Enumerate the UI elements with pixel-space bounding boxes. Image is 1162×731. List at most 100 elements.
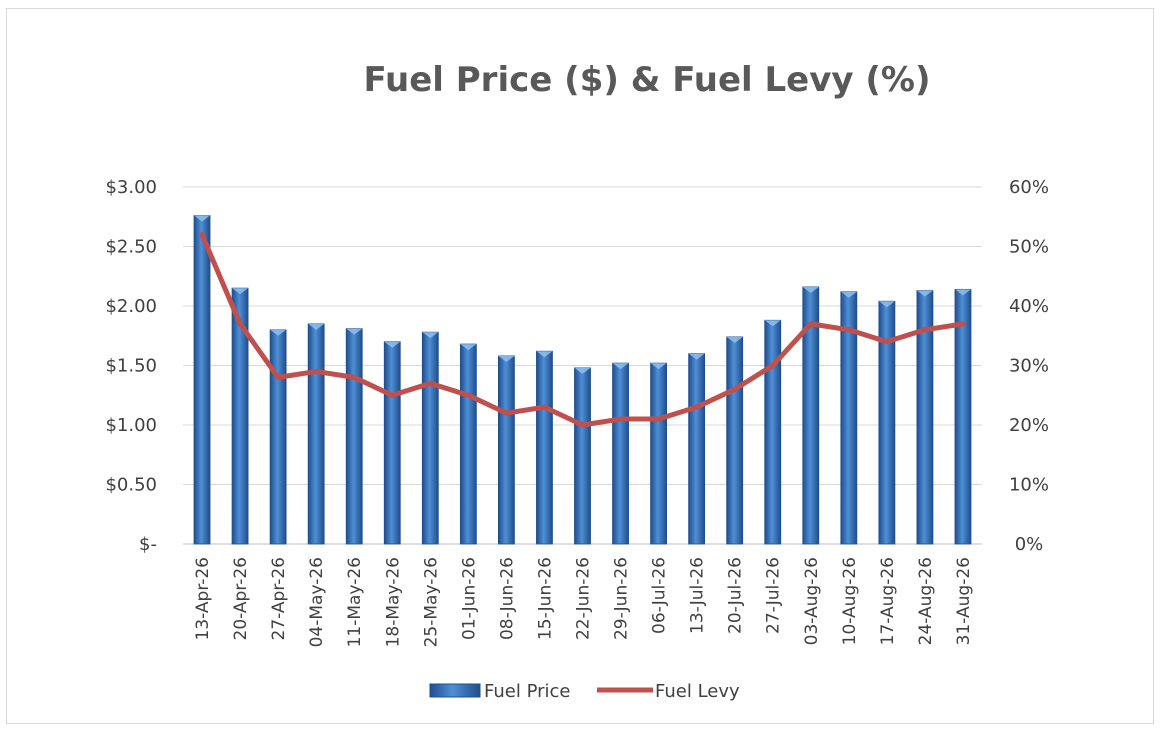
price-bar-body <box>764 319 782 545</box>
price-bar-bevel <box>764 320 781 327</box>
category-label: 29-Jun-26 <box>612 557 632 640</box>
levy-point <box>199 232 205 238</box>
right-tick-label: 40% <box>1009 296 1049 317</box>
price-bar <box>574 367 591 545</box>
right-tick-label: 20% <box>1009 415 1049 436</box>
category-label: 27-Apr-26 <box>269 557 289 640</box>
levy-line <box>199 232 966 428</box>
levy-point <box>503 410 509 416</box>
right-tick-label: 50% <box>1009 237 1049 258</box>
category-label: 10-Aug-26 <box>840 557 860 645</box>
price-bar-bevel <box>384 341 401 348</box>
price-bar-bevel <box>840 291 857 298</box>
levy-point <box>580 422 585 428</box>
price-bar-bevel <box>460 344 477 351</box>
price-bar <box>459 343 477 545</box>
price-bar <box>650 362 667 545</box>
levy-point <box>618 416 624 422</box>
levy-point <box>541 404 547 410</box>
levy-point <box>237 321 243 327</box>
price-bar <box>802 286 820 545</box>
price-bar-body <box>536 350 553 545</box>
price-bar <box>498 355 515 545</box>
category-label: 27-Jul-26 <box>764 557 784 634</box>
left-tick-label: $2.50 <box>105 237 157 258</box>
levy-point <box>922 327 928 333</box>
right-tick-label: 60% <box>1009 177 1049 198</box>
category-axis: 13-Apr-26 20-Apr-26 27-Apr-26 04-May-26 11-M… <box>193 557 974 647</box>
price-bar <box>307 323 325 545</box>
price-bar-body <box>954 288 972 545</box>
left-tick-label: $0.50 <box>105 475 157 496</box>
price-bar <box>954 288 972 545</box>
category-label: 20-Jul-26 <box>726 557 746 634</box>
price-bar-body <box>612 362 629 545</box>
levy-point <box>275 374 281 380</box>
price-bar-bevel <box>498 355 515 362</box>
levy-point <box>313 368 319 374</box>
price-bar <box>345 328 363 545</box>
levy-point <box>694 404 700 410</box>
price-bar-bevel <box>688 353 705 360</box>
price-bar-body <box>726 336 744 545</box>
left-tick-label: $1.50 <box>105 356 157 377</box>
price-bar <box>231 287 249 545</box>
price-bar-body <box>383 341 401 545</box>
category-label: 13-Apr-26 <box>193 557 213 640</box>
category-label: 24-Aug-26 <box>916 557 936 645</box>
right-axis: 0% 10% 20% 30% 40% 50% 60% <box>1009 177 1049 555</box>
levy-point <box>846 327 852 333</box>
levy-point <box>465 392 471 398</box>
left-tick-label: $3.00 <box>105 177 157 198</box>
price-bar-bevel <box>232 288 249 295</box>
chart-svg: Fuel Price ($) & Fuel Levy (%) $- $0.50 $1… <box>105 60 1049 702</box>
price-bar-bevel <box>650 363 667 370</box>
price-bar-bevel <box>194 215 211 222</box>
price-bar <box>840 291 858 545</box>
price-bars <box>193 215 972 545</box>
legend-fuel-levy-label: Fuel Levy <box>655 681 740 702</box>
price-bar-bevel <box>422 332 439 339</box>
category-label: 01-Jun-26 <box>459 557 479 640</box>
levy-point <box>656 416 662 422</box>
price-bar-bevel <box>536 351 553 358</box>
price-bar-body <box>574 367 591 545</box>
left-tick-label: $1.00 <box>105 415 157 436</box>
levy-point <box>351 374 357 380</box>
legend-fuel-price-label: Fuel Price <box>484 681 570 702</box>
category-label: 17-Aug-26 <box>878 557 898 645</box>
price-bar-bevel <box>270 329 287 336</box>
right-tick-label: 10% <box>1009 475 1049 496</box>
levy-point <box>732 386 738 392</box>
price-bar-body <box>459 343 477 545</box>
price-bar-body <box>269 329 287 545</box>
category-label: 15-Jun-26 <box>535 557 555 640</box>
price-bar <box>916 290 934 545</box>
price-bar <box>536 350 553 545</box>
price-bar-body <box>650 362 667 545</box>
category-label: 25-May-26 <box>421 557 441 647</box>
levy-point <box>427 380 433 386</box>
category-label: 13-Jul-26 <box>688 557 708 634</box>
price-bar-body <box>345 328 363 545</box>
price-bar-bevel <box>954 289 971 296</box>
right-tick-label: 30% <box>1009 356 1049 377</box>
price-bar-body <box>307 323 325 545</box>
category-label: 31-Aug-26 <box>954 557 974 645</box>
price-bar-bevel <box>802 286 819 293</box>
price-bar-bevel <box>726 336 743 343</box>
price-bar-bevel <box>308 323 325 330</box>
levy-point <box>389 392 395 398</box>
price-bar <box>688 353 706 545</box>
category-label: 22-Jun-26 <box>574 557 594 640</box>
levy-point <box>808 321 814 327</box>
price-bar <box>193 215 211 545</box>
price-bar-body <box>688 353 706 545</box>
price-bar-bevel <box>878 301 895 308</box>
legend-fuel-price-swatch <box>429 683 481 698</box>
category-label: 18-May-26 <box>383 557 403 647</box>
chart-frame: Fuel Price ($) & Fuel Levy (%) $- $0.50 $1… <box>6 8 1154 724</box>
price-bar <box>421 331 439 545</box>
category-label: 11-May-26 <box>345 557 365 647</box>
right-tick-label: 0% <box>1015 534 1044 555</box>
